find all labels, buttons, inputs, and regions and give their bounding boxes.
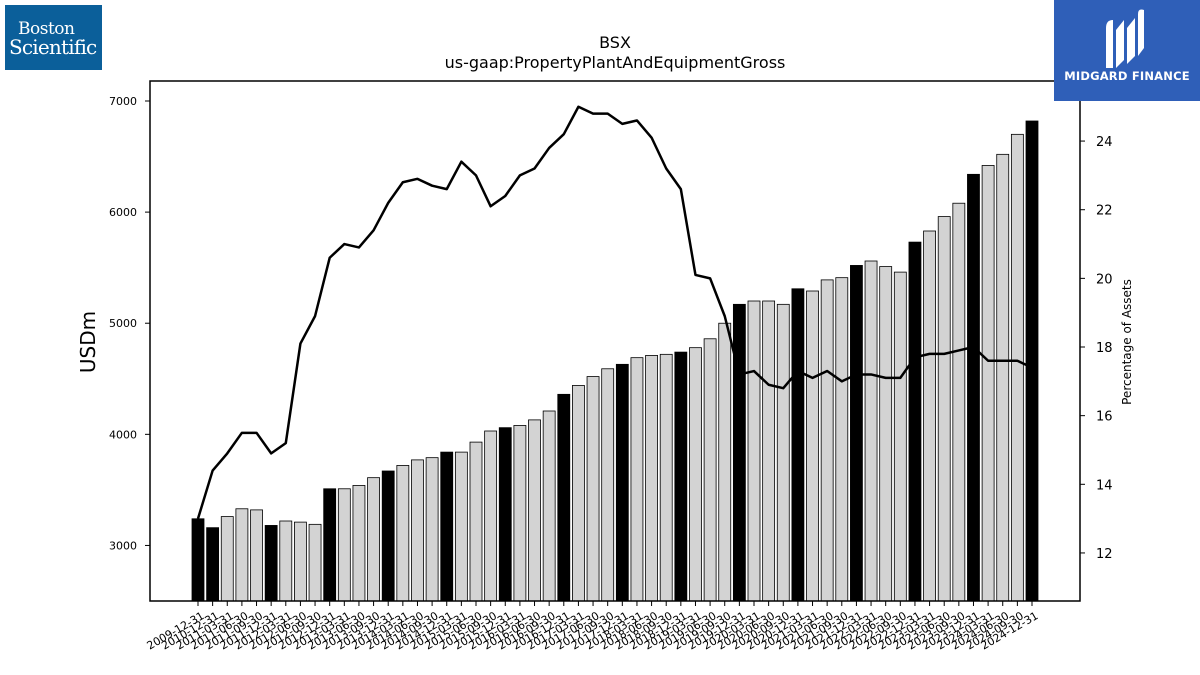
y-tick-label: 7000 <box>109 95 137 108</box>
y2-tick-label: 24 <box>1096 135 1113 150</box>
bar <box>835 277 849 602</box>
bar <box>191 518 205 602</box>
bar <box>294 521 307 602</box>
bar <box>586 376 600 602</box>
x-axis-ticks: 2009-12-312010-12-312011-03-312011-06-30… <box>145 601 1041 652</box>
midgard-mark-icon <box>1106 9 1144 68</box>
bar <box>659 353 673 602</box>
bar <box>601 368 615 602</box>
bar <box>440 451 454 602</box>
bar <box>791 288 805 602</box>
percentage-line <box>196 105 1033 519</box>
y-tick-label: 4000 <box>109 428 137 441</box>
bar <box>264 525 278 602</box>
bar <box>718 322 732 602</box>
bar <box>381 470 395 602</box>
y-tick-label: 5000 <box>109 317 137 330</box>
midgard-finance-logo: MIDGARD FINANCE <box>1054 0 1200 101</box>
plot-frame <box>149 80 1081 602</box>
y2-axis-label: Percentage of Assets <box>1120 279 1134 405</box>
bar <box>674 351 688 602</box>
bar <box>806 290 819 602</box>
bar <box>820 279 834 602</box>
bar <box>879 266 893 602</box>
y2-axis-ticks: 12 14 16 18 20 22 24 <box>1080 135 1113 562</box>
y2-tick-label: 12 <box>1096 547 1113 562</box>
bar <box>864 260 878 602</box>
bar <box>513 425 527 602</box>
bar <box>967 173 980 602</box>
bar <box>645 355 658 602</box>
bar <box>776 303 790 602</box>
bar <box>235 508 249 602</box>
y-tick-label: 6000 <box>109 206 137 219</box>
bar <box>454 451 468 602</box>
bar <box>250 509 263 602</box>
bar <box>996 153 1010 602</box>
bar <box>762 300 776 602</box>
bar <box>850 265 863 602</box>
bar <box>337 488 351 602</box>
bar <box>528 419 541 602</box>
bar <box>1010 133 1024 602</box>
y2-tick-label: 20 <box>1096 272 1113 287</box>
bar <box>411 459 424 602</box>
bar <box>937 216 951 602</box>
y-tick-label: 3000 <box>109 539 137 552</box>
chart-title: BSX <box>599 33 631 52</box>
y2-tick-label: 18 <box>1096 341 1113 356</box>
y2-tick-label: 16 <box>1096 410 1113 425</box>
bar <box>1025 120 1039 602</box>
y-axis-ticks: 3000 4000 5000 6000 7000 <box>109 95 150 552</box>
bar <box>703 338 717 602</box>
bar <box>908 241 922 602</box>
bar <box>484 430 498 602</box>
bar <box>689 347 702 602</box>
logo-left-line1: Boston <box>18 19 75 39</box>
bar <box>923 230 936 602</box>
bar <box>469 441 483 602</box>
bar <box>396 465 410 602</box>
bar <box>220 516 234 602</box>
bar <box>425 457 439 602</box>
bar <box>572 385 585 602</box>
logo-left-line2: Scientific <box>9 35 97 59</box>
bar <box>352 485 366 602</box>
bar <box>732 303 746 602</box>
y-axis-label: USDm <box>76 311 100 373</box>
line-series <box>196 105 1033 519</box>
bar <box>367 477 380 602</box>
bar <box>981 165 995 602</box>
bar <box>747 300 761 602</box>
bar <box>630 357 644 602</box>
bar <box>308 523 322 602</box>
bar <box>206 527 220 602</box>
logo-right-text: MIDGARD FINANCE <box>1064 69 1190 83</box>
bar <box>279 520 293 602</box>
boston-scientific-logo: Boston Scientific <box>5 5 102 70</box>
bar <box>498 427 512 602</box>
bar <box>323 488 337 602</box>
bar <box>893 271 907 602</box>
y2-tick-label: 22 <box>1096 204 1113 219</box>
chart-subtitle: us-gaap:PropertyPlantAndEquipmentGross <box>445 53 786 72</box>
bar <box>557 393 571 602</box>
bar <box>952 202 966 602</box>
bar <box>542 410 556 602</box>
bar <box>615 363 629 602</box>
y2-tick-label: 14 <box>1096 478 1113 493</box>
